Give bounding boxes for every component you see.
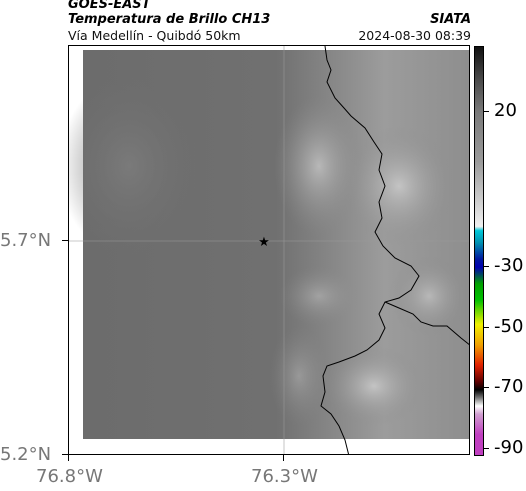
lat-tick-1 [62,240,68,241]
colorbar-label-m50: -50 [494,316,524,337]
map-canvas: ★ [69,46,469,454]
location-label: Vía Medellín - Quibdó 50km [68,28,241,43]
lon-label-76-8: 76.8°W [36,466,103,487]
brand-label: SIATA [430,12,471,27]
colorbar-label-m30: -30 [494,255,524,276]
boundary-line [320,46,420,454]
colorbar-tick-m90 [484,448,489,449]
colorbar-label-m90: -90 [494,437,524,458]
lat-tick-2 [62,454,68,455]
lon-label-76-3: 76.3°W [251,466,318,487]
colorbar-tick-m30 [484,266,489,267]
lon-tick-2 [283,455,284,461]
colorbar-label-20: 20 [494,100,517,121]
star-icon: ★ [258,235,270,250]
temperature-colorbar [474,46,484,456]
channel-title: Temperatura de Brillo CH13 [68,12,271,27]
product-title: GOES-EAST [68,0,151,12]
lon-tick-1 [68,455,69,461]
datetime-label: 2024-08-30 08:39 [358,28,471,43]
lat-label-5-2: 5.2°N [0,444,52,465]
colorbar-tick-20 [484,111,489,112]
colorbar-tick-m70 [484,387,489,388]
colorbar-label-m70: -70 [494,376,524,397]
lat-label-5-7: 5.7°N [0,230,52,251]
colorbar-tick-m50 [484,327,489,328]
boundary-line-2 [384,301,469,346]
satellite-map[interactable]: ★ [68,45,470,455]
map-header: GOES-EAST Temperatura de Brillo CH13 Vía… [0,0,526,44]
